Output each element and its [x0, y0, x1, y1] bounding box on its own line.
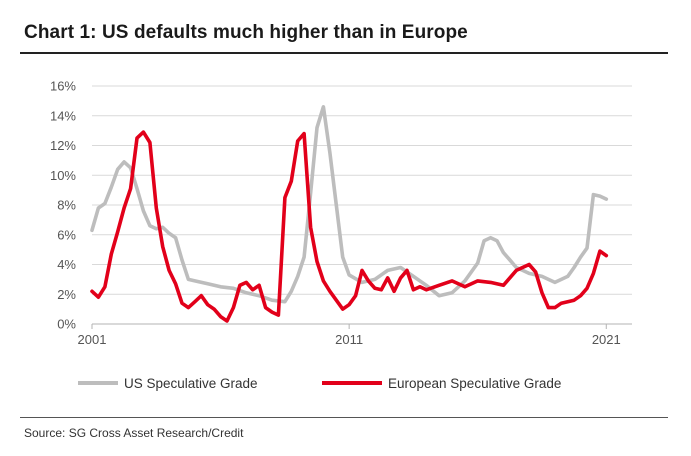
legend: US Speculative Grade European Speculative…: [78, 376, 561, 391]
y-tick-label: 16%: [50, 79, 76, 94]
y-axis-ticks: 0% 2% 4% 6% 8% 10% 12% 14% 16%: [50, 79, 76, 332]
y-tick-label: 6%: [57, 227, 76, 242]
gridlines: [92, 85, 632, 295]
x-tick-label: 2011: [335, 332, 363, 347]
legend-label: US Speculative Grade: [124, 376, 258, 391]
legend-label: European Speculative Grade: [388, 376, 561, 391]
chart-title: Chart 1: US defaults much higher than in…: [24, 22, 468, 43]
y-tick-label: 0%: [57, 317, 76, 332]
x-tick-label: 2021: [592, 332, 621, 347]
series-line-europe: [90, 130, 609, 323]
y-tick-label: 4%: [57, 257, 76, 272]
x-axis: 2001 2011 2021: [78, 323, 632, 347]
y-tick-label: 2%: [57, 287, 76, 302]
series-lines: [90, 105, 609, 323]
y-tick-label: 10%: [50, 168, 76, 183]
y-tick-label: 8%: [57, 198, 76, 213]
x-tick-label: 2001: [78, 332, 107, 347]
source-note: Source: SG Cross Asset Research/Credit: [24, 426, 244, 440]
series-line-us: [90, 105, 609, 304]
footer-rule: [20, 417, 668, 418]
y-tick-label: 12%: [50, 138, 76, 153]
title-rule: [20, 52, 668, 54]
y-tick-label: 14%: [50, 108, 76, 123]
